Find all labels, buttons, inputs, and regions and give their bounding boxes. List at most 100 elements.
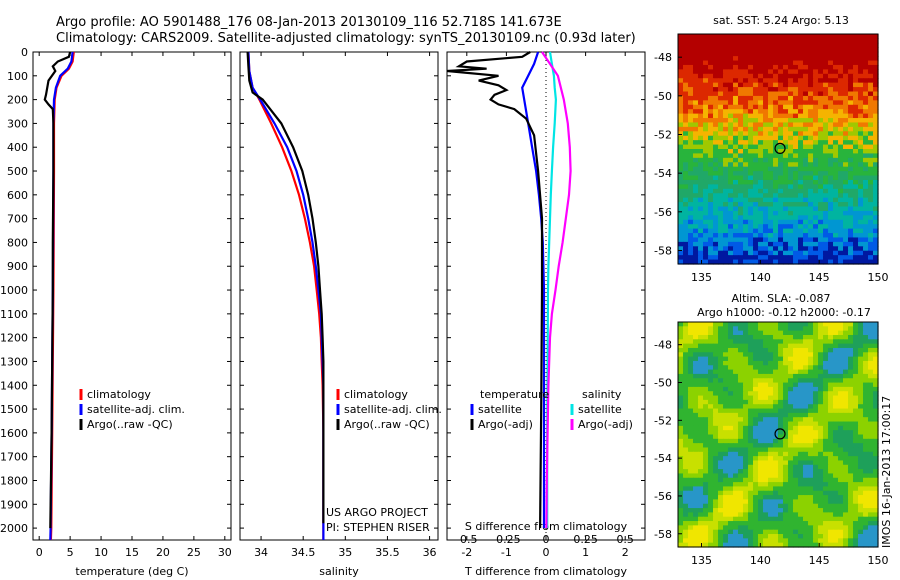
map-cell — [698, 538, 704, 544]
map-cell — [803, 202, 809, 208]
map-cell — [748, 373, 754, 379]
map-cell — [758, 224, 764, 230]
map-cell — [698, 179, 704, 185]
map-cell — [698, 421, 704, 427]
map-cell — [738, 82, 744, 88]
map-cell — [748, 131, 754, 137]
map-cell — [758, 447, 764, 453]
map-cell — [813, 188, 819, 194]
map-cell — [828, 42, 834, 48]
map-cell — [748, 73, 754, 79]
map-cell — [808, 188, 814, 194]
map-cell — [773, 250, 779, 256]
map-cell — [763, 131, 769, 137]
map-cell — [783, 206, 789, 212]
map-cell — [818, 78, 824, 84]
map-cell — [743, 456, 749, 462]
map-cell — [743, 228, 749, 234]
map-cell — [863, 499, 869, 505]
map-cell — [743, 430, 749, 436]
map-cell — [708, 412, 714, 418]
y-tick-label: 200 — [7, 94, 28, 107]
map-cell — [798, 153, 804, 159]
map-cell — [698, 469, 704, 475]
map-cell — [863, 339, 869, 345]
map-cell — [853, 417, 859, 423]
map-cell — [753, 166, 759, 172]
map-cell — [808, 122, 814, 128]
map-cell — [873, 529, 879, 535]
map-cell — [873, 153, 879, 159]
map-cell — [798, 157, 804, 163]
map-cell — [763, 109, 769, 115]
map-cell — [833, 339, 839, 345]
map-cell — [758, 473, 764, 479]
map-cell — [743, 486, 749, 492]
map-cell — [748, 326, 754, 332]
map-cell — [728, 118, 734, 124]
map-cell — [718, 369, 724, 375]
map-cell — [683, 534, 689, 539]
map-cell — [853, 477, 859, 483]
map-cell — [773, 126, 779, 132]
map-cell — [718, 456, 724, 462]
map-cell — [833, 460, 839, 466]
map-cell — [873, 126, 879, 132]
map-cell — [863, 188, 869, 194]
map-cell — [698, 162, 704, 168]
map-cell — [813, 109, 819, 115]
map-cell — [863, 69, 869, 75]
map-cell — [773, 464, 779, 470]
map-cell — [733, 330, 739, 336]
map-cell — [828, 246, 834, 252]
map-cell — [843, 82, 849, 88]
map-cell — [873, 499, 879, 505]
map-cell — [853, 78, 859, 84]
map-cell — [778, 322, 784, 327]
map-cell — [803, 412, 809, 418]
map-cell — [818, 95, 824, 101]
map-cell — [703, 241, 709, 247]
map-cell — [768, 149, 774, 155]
map-cell — [793, 91, 799, 97]
map-cell — [783, 179, 789, 185]
map-cell — [793, 38, 799, 44]
map-cell — [738, 60, 744, 66]
map-cell — [793, 246, 799, 252]
map-cell — [763, 104, 769, 110]
map-cell — [683, 162, 689, 168]
map-cell — [723, 162, 729, 168]
map-cell — [748, 369, 754, 375]
map-cell — [843, 228, 849, 234]
map-cell — [783, 184, 789, 190]
map-cell — [858, 157, 864, 163]
map-cell — [808, 408, 814, 414]
map-cell — [753, 334, 759, 340]
map-cell — [733, 356, 739, 362]
map-cell — [823, 69, 829, 75]
map-cell — [768, 184, 774, 190]
map-cell — [713, 334, 719, 340]
map-cell — [733, 184, 739, 190]
map-cell — [753, 210, 759, 216]
map-cell — [703, 91, 709, 97]
x-tick-label: -2 — [461, 546, 472, 559]
map-cell — [873, 326, 879, 332]
map-cell — [818, 473, 824, 479]
map-cell — [858, 330, 864, 336]
map-cell — [853, 464, 859, 470]
map-cell — [748, 78, 754, 84]
map-cell — [808, 373, 814, 379]
map-cell — [848, 460, 854, 466]
map-cell — [868, 360, 874, 366]
map-cell — [853, 412, 859, 418]
x-tick-label: 36 — [423, 546, 437, 559]
map-cell — [723, 391, 729, 397]
map-cell — [713, 473, 719, 479]
map-cell — [713, 259, 719, 265]
map-cell — [828, 259, 834, 265]
map-cell — [853, 456, 859, 462]
map-cell — [848, 322, 854, 327]
map-cell — [763, 326, 769, 332]
map-cell — [768, 109, 774, 115]
